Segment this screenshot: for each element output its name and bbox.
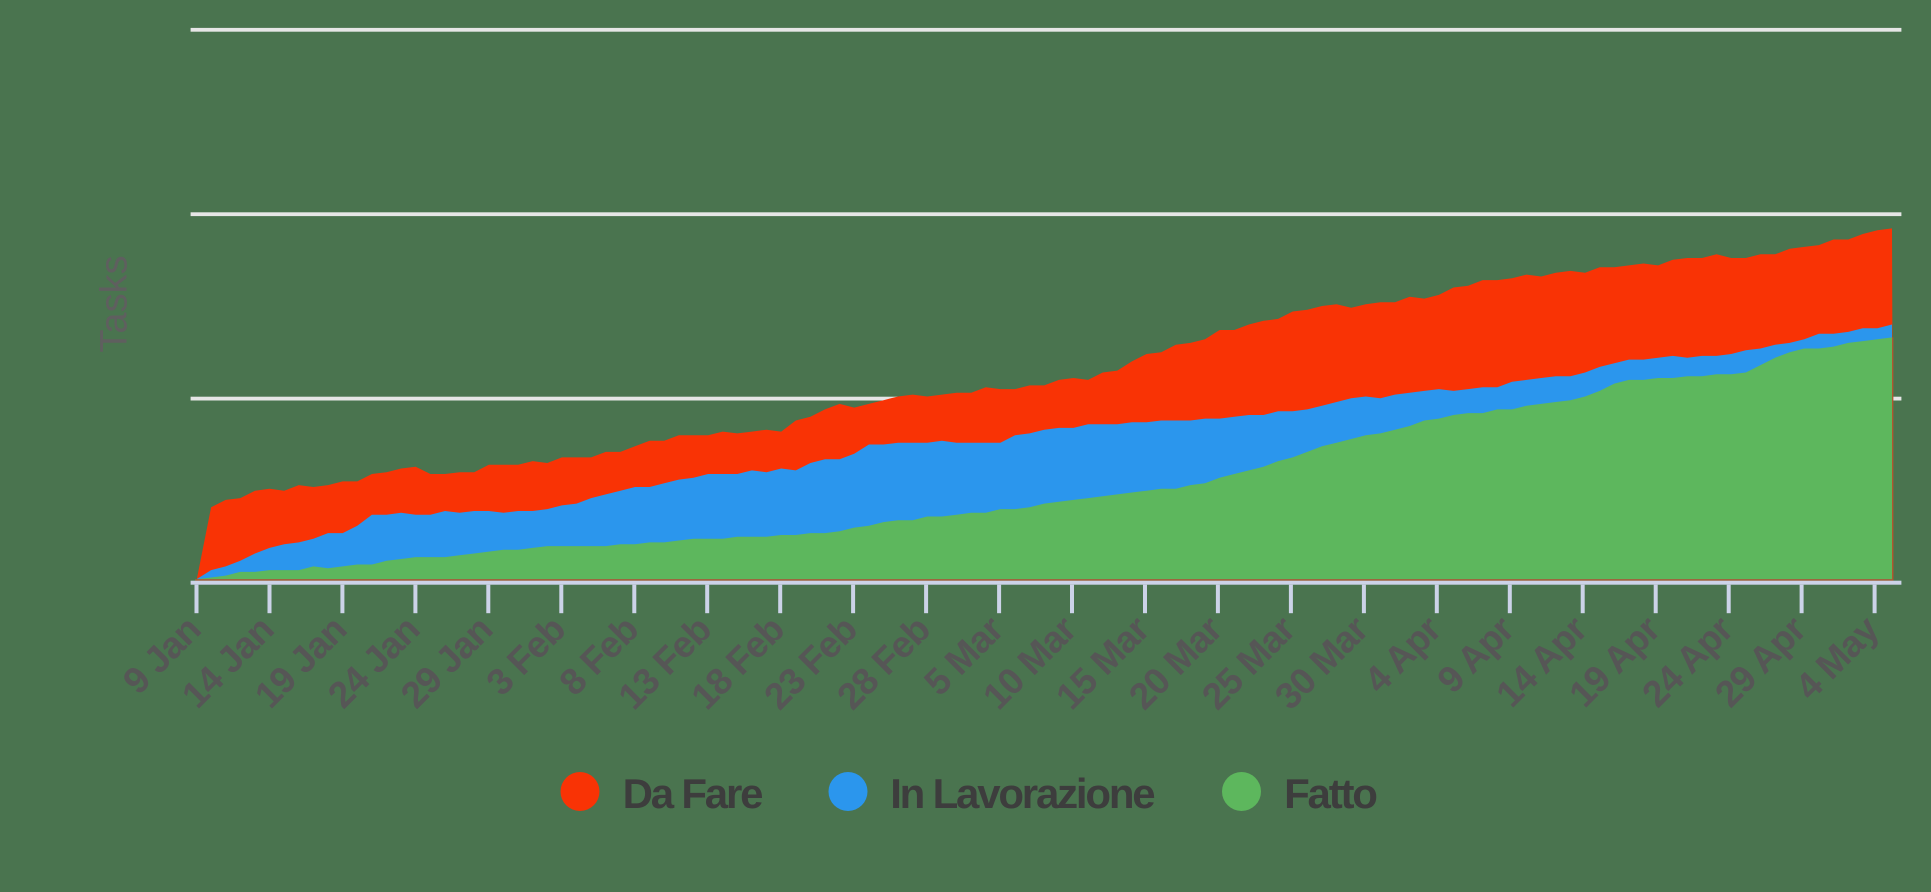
svg-text:Tasks: Tasks xyxy=(94,255,136,352)
svg-text:Fatto: Fatto xyxy=(1284,770,1377,817)
svg-text:Da Fare: Da Fare xyxy=(623,770,763,817)
svg-text:In Lavorazione: In Lavorazione xyxy=(890,770,1154,817)
